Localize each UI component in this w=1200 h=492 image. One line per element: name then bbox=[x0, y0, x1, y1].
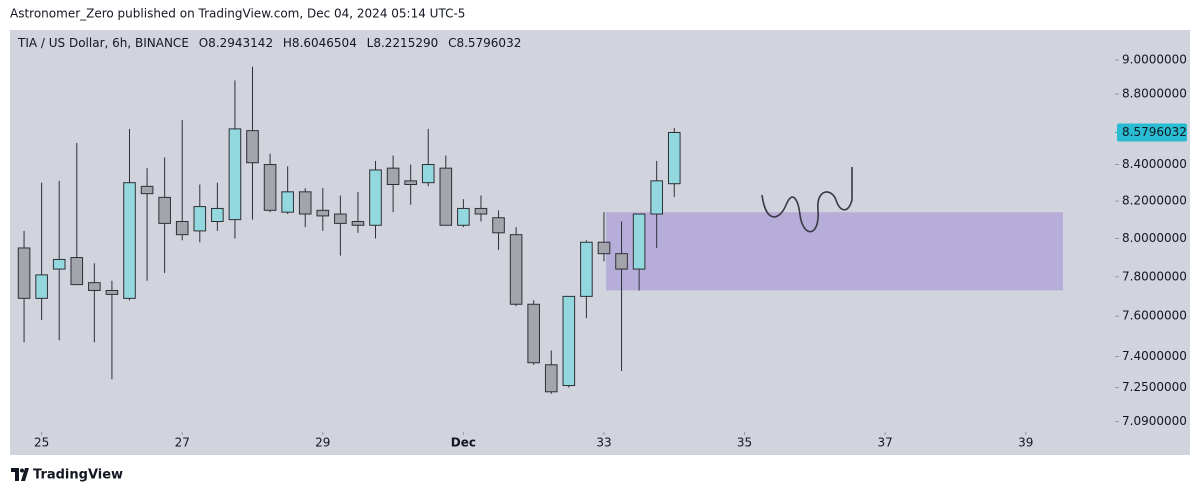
x-tick-label: 33 bbox=[596, 436, 611, 450]
candle-body bbox=[52, 258, 66, 270]
candle-body bbox=[298, 191, 312, 215]
tradingview-logo bbox=[11, 468, 29, 481]
candle-body bbox=[351, 221, 365, 226]
y-tick-label: 7.6000000 bbox=[1122, 309, 1187, 323]
candle-body bbox=[421, 164, 435, 184]
ohlc-low: L8.2215290 bbox=[367, 36, 439, 50]
publish-header: Astronomer_Zero published on TradingView… bbox=[10, 7, 465, 21]
candle-body bbox=[193, 206, 207, 232]
y-tick-label: 8.4000000 bbox=[1122, 157, 1187, 171]
x-tick-label: 25 bbox=[34, 436, 49, 450]
candle-body bbox=[632, 213, 646, 270]
candle-body bbox=[281, 191, 294, 213]
candle-body bbox=[439, 167, 453, 226]
candle-body bbox=[263, 164, 277, 211]
candle-body bbox=[70, 257, 84, 286]
candle-body bbox=[650, 180, 663, 215]
logo-dot bbox=[20, 468, 24, 473]
zone-box bbox=[606, 212, 1063, 291]
candle-body bbox=[105, 289, 119, 295]
y-tick-label: 8.2000000 bbox=[1122, 194, 1187, 208]
chart-legend: TIA / US Dollar, 6h, BINANCE O8.2943142 … bbox=[17, 36, 521, 50]
brand: TradingView bbox=[33, 468, 123, 483]
candle-body bbox=[386, 167, 400, 186]
candle-body bbox=[140, 185, 154, 195]
candle-body bbox=[175, 221, 189, 236]
candle-body bbox=[211, 207, 224, 223]
x-tick-label: Dec bbox=[451, 436, 476, 450]
last-price-label: 8.5796032 bbox=[1122, 125, 1187, 139]
candle-body bbox=[228, 128, 242, 221]
plot-area: 9.0000000 8.8000000 8.4000000 8.2000000 8.00… bbox=[17, 53, 1187, 450]
candle-body bbox=[369, 169, 382, 226]
drawing-squiggle bbox=[761, 167, 853, 233]
x-tick-label: 37 bbox=[878, 436, 893, 450]
candle-body bbox=[35, 274, 48, 299]
candle-body bbox=[492, 217, 505, 234]
candle-body bbox=[17, 247, 31, 299]
candle-body bbox=[509, 234, 523, 305]
candle-body bbox=[580, 241, 593, 297]
x-tick-label: 29 bbox=[315, 436, 330, 450]
y-tick-label: 9.0000000 bbox=[1122, 53, 1187, 67]
candle-body bbox=[667, 131, 681, 185]
x-tick-label: 35 bbox=[737, 436, 752, 450]
y-tick-label: 7.8000000 bbox=[1122, 269, 1187, 283]
candle-body bbox=[562, 295, 576, 387]
candle-body bbox=[316, 209, 330, 217]
x-tick-label: 27 bbox=[175, 436, 190, 450]
candle-body bbox=[597, 241, 611, 255]
candle-body bbox=[123, 182, 136, 299]
candle-body bbox=[88, 282, 101, 291]
ohlc-close: C8.5796032 bbox=[448, 36, 521, 50]
candle-body bbox=[544, 364, 558, 393]
y-tick-label: 7.0900000 bbox=[1122, 414, 1187, 428]
candle-body bbox=[474, 207, 488, 215]
y-tick-label: 8.8000000 bbox=[1122, 87, 1187, 101]
ohlc-high: H8.6046504 bbox=[283, 36, 357, 50]
y-tick-label: 7.2500000 bbox=[1122, 380, 1187, 394]
candle-body bbox=[615, 253, 628, 270]
ohlc-open: O8.2943142 bbox=[199, 36, 273, 50]
candle-body bbox=[404, 180, 417, 186]
logo-icon bbox=[11, 468, 29, 481]
y-tick-label: 8.0000000 bbox=[1122, 231, 1187, 245]
candle-body bbox=[334, 213, 347, 224]
x-tick-label: 39 bbox=[1018, 436, 1033, 450]
candle-body bbox=[457, 207, 470, 226]
candle-body bbox=[246, 130, 259, 164]
y-tick-label: 7.4000000 bbox=[1122, 349, 1187, 363]
last-price-box bbox=[1117, 123, 1187, 142]
symbol-name: TIA / US Dollar, 6h, BINANCE bbox=[17, 36, 189, 50]
candle-body bbox=[158, 196, 171, 224]
candle-body bbox=[527, 303, 540, 364]
